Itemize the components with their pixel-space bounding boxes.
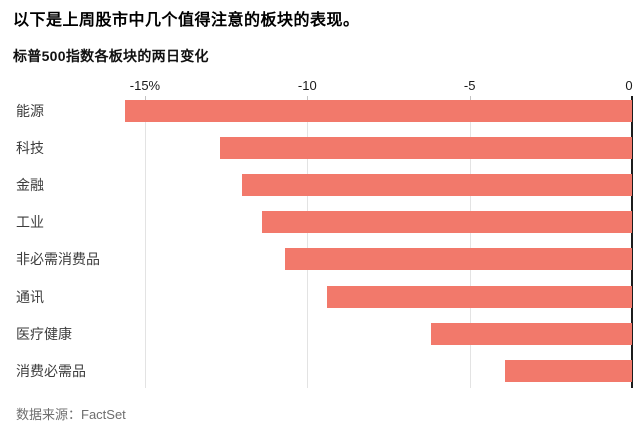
- category-label-医疗健康: 医疗健康: [16, 325, 72, 342]
- bar-工业: [261, 211, 632, 234]
- category-label-消费必需品: 消费必需品: [16, 362, 86, 379]
- category-label-工业: 工业: [16, 214, 44, 231]
- gridline-x--10: [307, 96, 309, 388]
- bar-消费必需品: [505, 359, 632, 382]
- category-label-非必需消费品: 非必需消费品: [16, 251, 100, 268]
- bar-科技: [219, 137, 632, 160]
- article-lead-text: 以下是上周股市中几个值得注意的板块的表现。: [13, 12, 360, 29]
- bar-能源: [125, 100, 632, 122]
- category-label-能源: 能源: [16, 103, 44, 119]
- gridline-x--5: [469, 96, 471, 388]
- x-axis-label--10: -10: [297, 78, 317, 93]
- category-label-通讯: 通讯: [16, 288, 44, 305]
- bar-金融: [242, 174, 632, 197]
- x-axis-label-0: 0: [625, 78, 633, 93]
- x-axis-label--5: -5: [463, 78, 476, 93]
- bar-医疗健康: [430, 322, 632, 345]
- category-label-金融: 金融: [16, 177, 44, 194]
- x-axis-label--15: -15%: [129, 78, 161, 93]
- chart-title: 标普500指数各板块的两日变化: [13, 48, 209, 64]
- bar-非必需消费品: [284, 248, 632, 271]
- bar-通讯: [326, 285, 632, 308]
- category-label-科技: 科技: [16, 140, 44, 157]
- data-source-note: 数据来源：FactSet: [16, 407, 126, 422]
- gridline-x--15: [144, 96, 146, 388]
- zero-axis-line: [631, 96, 633, 388]
